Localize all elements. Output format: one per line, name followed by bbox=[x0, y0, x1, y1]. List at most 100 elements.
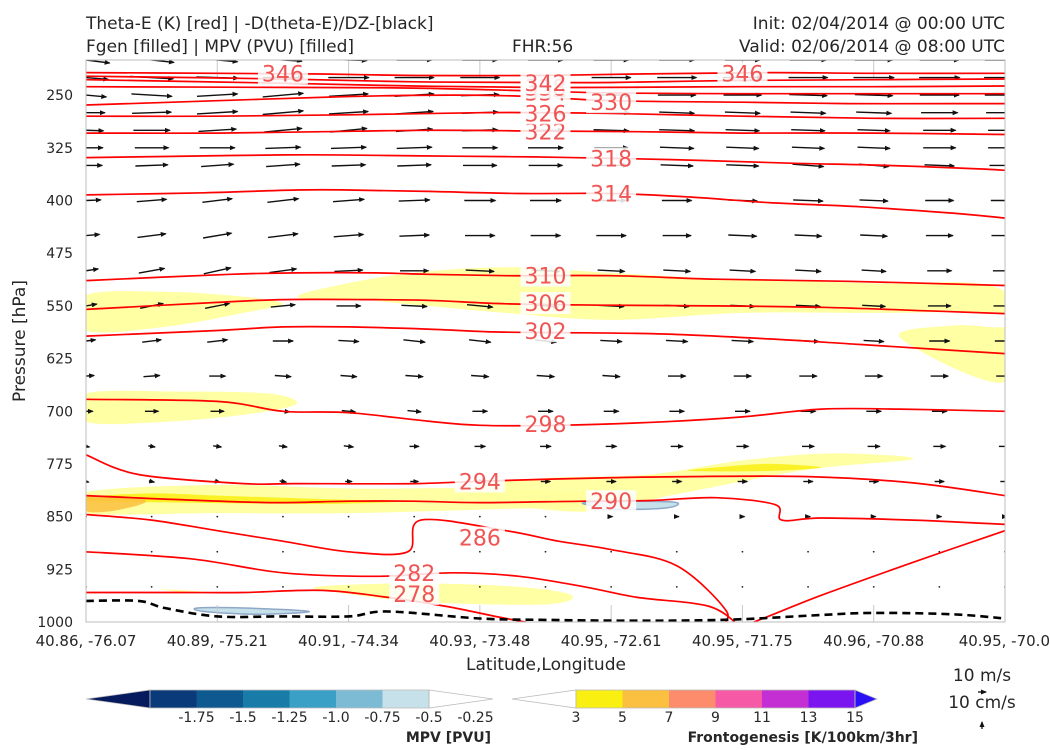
colorbar-segment bbox=[808, 690, 856, 708]
wind-vector bbox=[859, 198, 889, 204]
wind-vector bbox=[343, 443, 355, 449]
colorbar-segment bbox=[382, 690, 430, 708]
y-axis: 250 325 400 475 550 625 700 775 850 925 1000 bbox=[37, 88, 73, 631]
wind-vector bbox=[396, 144, 433, 150]
wind-vector bbox=[791, 128, 826, 134]
wind-ref-vertical-label: 10 cm/s bbox=[948, 693, 1016, 713]
frontogenesis-region-7 bbox=[86, 495, 146, 513]
colorbar-segment bbox=[196, 690, 244, 708]
theta-e-label: 314 bbox=[590, 182, 632, 207]
contour-label-bg bbox=[389, 561, 440, 584]
wind-vector bbox=[334, 267, 364, 273]
x-axis: 40.86, -76.07 40.89, -75.21 40.91, -74.34 4… bbox=[36, 632, 1050, 650]
colorbar-segment bbox=[289, 690, 337, 708]
wind-vector bbox=[663, 268, 692, 274]
theta-e-label: 306 bbox=[525, 292, 567, 317]
wind-vector bbox=[536, 373, 556, 379]
colorbar-frame bbox=[149, 689, 430, 709]
contour-label-bg bbox=[454, 526, 505, 549]
wind-vector bbox=[86, 302, 98, 308]
wind-vector bbox=[465, 268, 495, 274]
wind-vector bbox=[142, 337, 163, 343]
wind-vector bbox=[137, 231, 167, 239]
colorbar-segment bbox=[669, 690, 716, 708]
wind-vector bbox=[328, 91, 370, 97]
y-tick-label: 1000 bbox=[37, 615, 73, 631]
wind-vector bbox=[856, 110, 893, 116]
stability-contour bbox=[86, 599, 1005, 622]
wind-vector bbox=[86, 60, 111, 65]
theta-e-contour-310 bbox=[86, 271, 1005, 287]
terrain-ticks-layer bbox=[216, 60, 875, 622]
wind-vector bbox=[148, 443, 156, 449]
contour-label-bg bbox=[389, 582, 440, 605]
colorbar-tick-label: 3 bbox=[572, 710, 581, 726]
wind-vector bbox=[413, 515, 416, 518]
wind-vector bbox=[150, 585, 153, 588]
contour-label-bg bbox=[520, 292, 571, 315]
wind-vector bbox=[278, 443, 288, 449]
colorbar-extend-left bbox=[85, 689, 151, 709]
theta-e-label: 326 bbox=[525, 102, 567, 127]
wind-vector bbox=[665, 338, 689, 344]
wind-vector bbox=[659, 110, 696, 116]
wind-vector bbox=[131, 93, 173, 99]
wind-vector bbox=[204, 302, 231, 309]
wind-vector bbox=[593, 128, 630, 134]
wind-vector bbox=[857, 145, 891, 151]
contour-label-bg bbox=[520, 102, 571, 125]
wind-vector bbox=[399, 232, 431, 238]
contour-label-bg bbox=[520, 72, 571, 95]
wind-vector bbox=[938, 585, 941, 588]
wind-vector bbox=[274, 373, 292, 379]
wind-vector bbox=[610, 550, 613, 553]
contour-label-bg bbox=[520, 320, 571, 343]
wind-vector bbox=[347, 515, 350, 518]
colorbar-tick-label: -0.25 bbox=[457, 710, 493, 726]
wind-vector bbox=[466, 304, 494, 310]
wind-vector bbox=[216, 515, 219, 518]
theta-e-label: 298 bbox=[525, 413, 567, 438]
wind-vector bbox=[861, 268, 887, 274]
colorbar-tick-label: -0.75 bbox=[364, 710, 400, 726]
x-tick-label: 40.91, -74.34 bbox=[298, 632, 399, 650]
wind-vector bbox=[675, 550, 678, 553]
wind-vector bbox=[659, 128, 696, 134]
wind-vector bbox=[333, 232, 365, 238]
wind-vector bbox=[795, 268, 822, 274]
wind-vector bbox=[726, 163, 760, 169]
wind-vector bbox=[469, 339, 492, 345]
wind-vector bbox=[660, 163, 694, 169]
wind-vector bbox=[854, 93, 894, 99]
colorbar-segment bbox=[576, 690, 623, 708]
frontogenesis-region-5 bbox=[687, 463, 822, 472]
y-tick-label: 475 bbox=[46, 246, 73, 262]
wind-vector bbox=[600, 338, 623, 344]
contour-label-bg bbox=[520, 120, 571, 143]
colorbar-tick-label: -1.75 bbox=[178, 710, 214, 726]
wind-vector bbox=[267, 196, 300, 203]
wind-vector bbox=[138, 266, 166, 274]
wind-vector bbox=[872, 585, 875, 588]
wind-vector bbox=[341, 408, 357, 414]
wind-vector bbox=[407, 408, 422, 414]
y-tick-label: 775 bbox=[46, 457, 73, 473]
wind-vector bbox=[201, 162, 235, 168]
wind-vector bbox=[729, 268, 757, 274]
wind-vector bbox=[795, 303, 822, 309]
wind-vector bbox=[282, 515, 284, 518]
colorbar-segment bbox=[336, 690, 383, 708]
y-tick-label: 400 bbox=[46, 194, 73, 210]
wind-vector bbox=[872, 550, 875, 553]
x-tick-label: 40.89, -75.21 bbox=[167, 632, 268, 650]
wind-vector bbox=[271, 60, 303, 64]
theta-e-label: 278 bbox=[393, 583, 435, 608]
wind-vector bbox=[398, 197, 431, 203]
theta-e-label: 342 bbox=[525, 72, 567, 97]
wind-vector bbox=[207, 337, 229, 343]
y-axis-label: Pressure [hPa] bbox=[10, 280, 30, 402]
colorbar-segment bbox=[622, 690, 670, 708]
frontogenesis-colorbar-label: Frontogenesis [K/100km/3hr] bbox=[688, 730, 918, 746]
wind-vector bbox=[330, 144, 368, 150]
